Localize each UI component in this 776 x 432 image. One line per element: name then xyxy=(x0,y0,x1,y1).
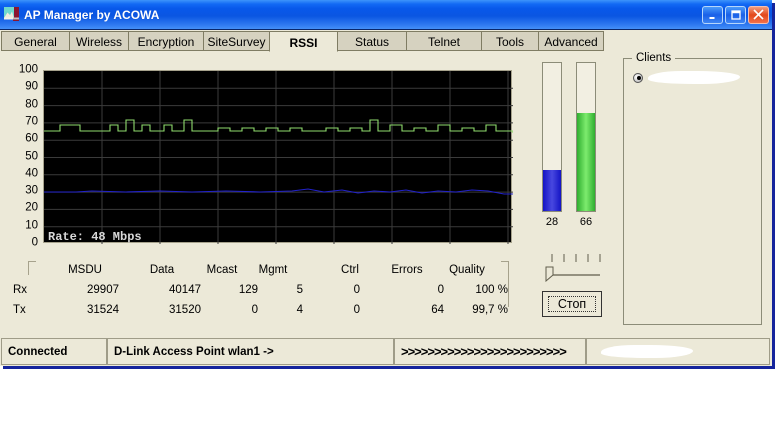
svg-text:Rate: 48 Mbps: Rate: 48 Mbps xyxy=(48,230,142,244)
